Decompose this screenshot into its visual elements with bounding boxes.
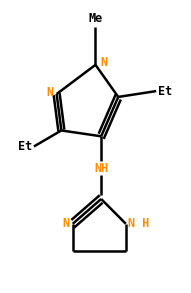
Text: Me: Me [88, 13, 103, 25]
Text: N: N [63, 217, 70, 230]
Text: N H: N H [128, 217, 149, 230]
Text: Et: Et [18, 140, 32, 153]
Text: NH: NH [94, 162, 108, 175]
Text: N: N [100, 56, 107, 69]
Text: Et: Et [158, 85, 172, 98]
Text: N: N [47, 86, 54, 99]
